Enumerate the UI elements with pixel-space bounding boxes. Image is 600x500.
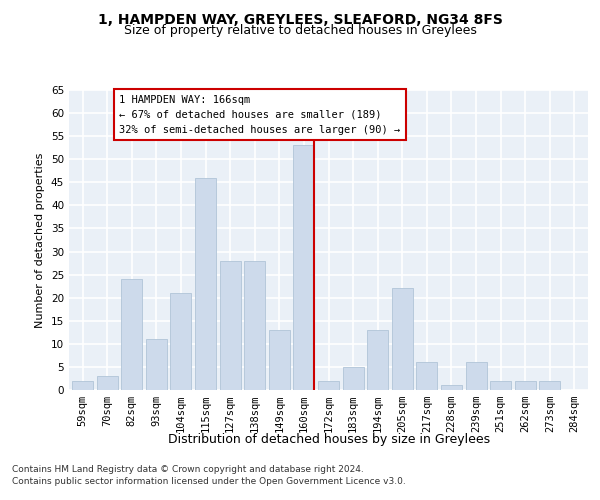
Text: Contains public sector information licensed under the Open Government Licence v3: Contains public sector information licen… — [12, 478, 406, 486]
Bar — [220, 261, 241, 390]
Text: Contains HM Land Registry data © Crown copyright and database right 2024.: Contains HM Land Registry data © Crown c… — [12, 465, 364, 474]
Bar — [293, 146, 314, 390]
Bar — [539, 381, 560, 390]
Text: 1, HAMPDEN WAY, GREYLEES, SLEAFORD, NG34 8FS: 1, HAMPDEN WAY, GREYLEES, SLEAFORD, NG34… — [98, 12, 502, 26]
Text: 1 HAMPDEN WAY: 166sqm
← 67% of detached houses are smaller (189)
32% of semi-det: 1 HAMPDEN WAY: 166sqm ← 67% of detached … — [119, 94, 401, 135]
Bar — [441, 386, 462, 390]
Bar — [416, 362, 437, 390]
Bar — [72, 381, 93, 390]
Bar — [146, 339, 167, 390]
Text: Distribution of detached houses by size in Greylees: Distribution of detached houses by size … — [168, 432, 490, 446]
Bar — [269, 330, 290, 390]
Bar — [195, 178, 216, 390]
Bar — [97, 376, 118, 390]
Bar — [466, 362, 487, 390]
Bar — [121, 279, 142, 390]
Bar — [343, 367, 364, 390]
Y-axis label: Number of detached properties: Number of detached properties — [35, 152, 46, 328]
Bar — [244, 261, 265, 390]
Bar — [318, 381, 339, 390]
Bar — [490, 381, 511, 390]
Bar — [367, 330, 388, 390]
Bar — [515, 381, 536, 390]
Bar — [170, 293, 191, 390]
Bar — [392, 288, 413, 390]
Text: Size of property relative to detached houses in Greylees: Size of property relative to detached ho… — [124, 24, 476, 37]
